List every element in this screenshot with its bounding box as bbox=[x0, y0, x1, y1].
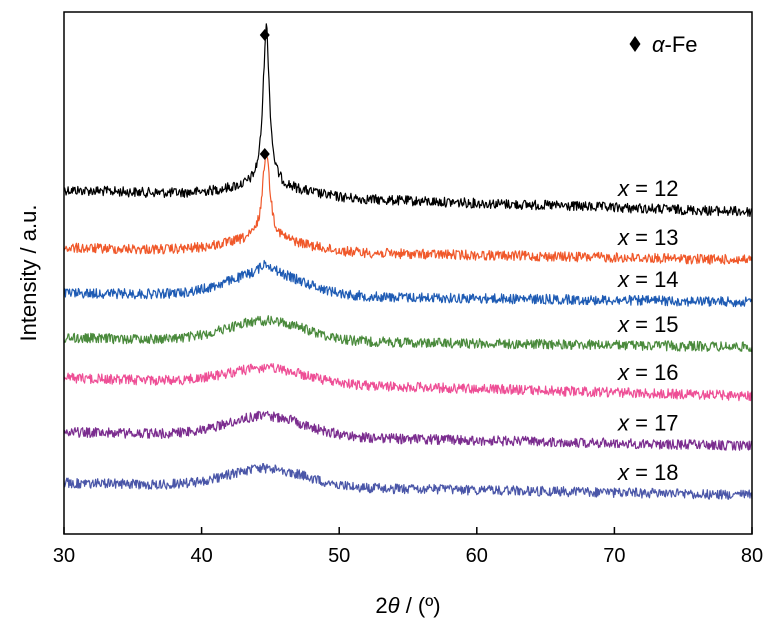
series-label-7: x = 18 bbox=[617, 460, 679, 485]
legend-text: -Fe bbox=[665, 32, 698, 57]
marker-layer bbox=[259, 29, 270, 160]
series-labels: x = 12 x = 13 x = 14 x = 15 x = 16 x = 17 x = … bbox=[617, 176, 679, 485]
legend: α-Fe bbox=[629, 32, 698, 57]
x-tick-label-80: 80 bbox=[741, 545, 763, 567]
series-line-2 bbox=[63, 153, 753, 265]
series-label-1: x = 12 bbox=[617, 176, 679, 201]
x-tick-label-70: 70 bbox=[603, 545, 625, 567]
x-tick-label-40: 40 bbox=[190, 545, 212, 567]
series-line-5 bbox=[63, 363, 753, 402]
series-label-2: x = 13 bbox=[617, 225, 679, 250]
peak-diamond-2 bbox=[259, 148, 270, 160]
series-label-6: x = 17 bbox=[617, 411, 679, 436]
series-label-4: x = 15 bbox=[617, 312, 679, 337]
series-line-3 bbox=[63, 259, 753, 308]
x-tick-label-30: 30 bbox=[53, 545, 75, 567]
x-axis-title: 2θ / (º) bbox=[375, 593, 440, 618]
x-tick-label-50: 50 bbox=[328, 545, 350, 567]
x-axis-title-suffix: / (º) bbox=[400, 593, 441, 618]
x-axis-title-prefix: 2 bbox=[375, 593, 387, 618]
series-line-6 bbox=[63, 410, 753, 451]
x-tick-label-60: 60 bbox=[466, 545, 488, 567]
series-label-3: x = 14 bbox=[617, 267, 679, 292]
y-axis-title: Intensity / a.u. bbox=[16, 205, 41, 342]
x-ticks: 30 40 50 60 70 80 bbox=[53, 527, 763, 567]
legend-label: α-Fe bbox=[652, 32, 698, 57]
legend-symbol: α bbox=[652, 32, 666, 57]
legend-diamond-icon bbox=[629, 36, 641, 52]
series-line-4 bbox=[63, 315, 753, 353]
plot-frame bbox=[63, 11, 753, 535]
series-layer bbox=[63, 23, 753, 500]
series-line-7 bbox=[63, 463, 753, 500]
x-axis-title-symbol: θ bbox=[388, 593, 400, 618]
series-label-5: x = 16 bbox=[617, 360, 679, 385]
series-line-1 bbox=[63, 23, 753, 217]
peak-diamond-1 bbox=[259, 29, 270, 41]
